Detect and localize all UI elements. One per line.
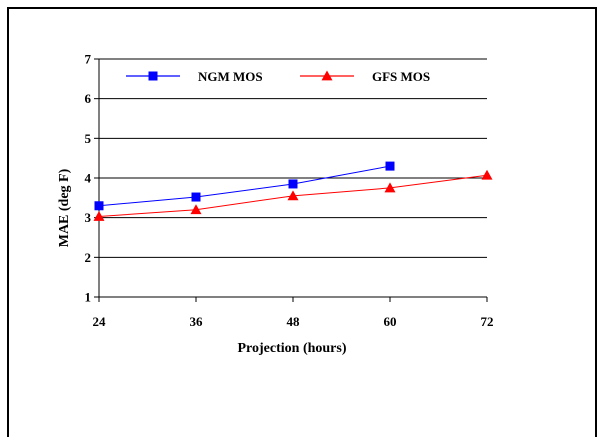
grid-lines	[99, 58, 487, 258]
data-point-square	[385, 161, 395, 171]
y-tick-label: 4	[85, 171, 92, 186]
y-tick-label: 2	[85, 250, 92, 265]
axes	[94, 58, 488, 302]
y-axis-label: MAE (deg F)	[57, 168, 72, 247]
data-point-triangle	[287, 190, 299, 201]
data-point-square	[191, 192, 201, 202]
y-tick-label: 6	[85, 91, 92, 106]
data-point-triangle	[93, 210, 105, 221]
x-axis-label: Projection (hours)	[238, 341, 347, 356]
data-point-triangle	[384, 182, 396, 193]
series-group	[93, 161, 493, 221]
x-tick-label: 72	[481, 314, 494, 329]
legend-label: NGM MOS	[198, 69, 263, 84]
y-tick-label: 5	[85, 131, 92, 146]
data-point-triangle	[190, 204, 202, 215]
legend-marker	[148, 71, 158, 81]
x-tick-label: 36	[190, 314, 204, 329]
data-point-square	[94, 201, 104, 211]
chart-frame	[7, 7, 597, 437]
legend: NGM MOS GFS MOS	[126, 69, 430, 84]
y-tick-label: 1	[85, 290, 92, 305]
series-line	[98, 165, 391, 207]
y-tick-label: 7	[85, 52, 92, 67]
y-tick-label: 3	[85, 210, 92, 225]
data-point-square	[288, 179, 298, 189]
legend-marker	[321, 70, 333, 81]
x-tick-label: 24	[93, 314, 107, 329]
y-tick-labels: 1 2 3 4 5 6 7	[85, 52, 92, 305]
x-tick-label: 60	[384, 314, 397, 329]
x-tick-labels: 24 36 48 60 72	[93, 314, 494, 329]
x-tick-label: 48	[287, 314, 301, 329]
legend-label: GFS MOS	[372, 69, 430, 84]
data-point-triangle	[481, 169, 493, 180]
